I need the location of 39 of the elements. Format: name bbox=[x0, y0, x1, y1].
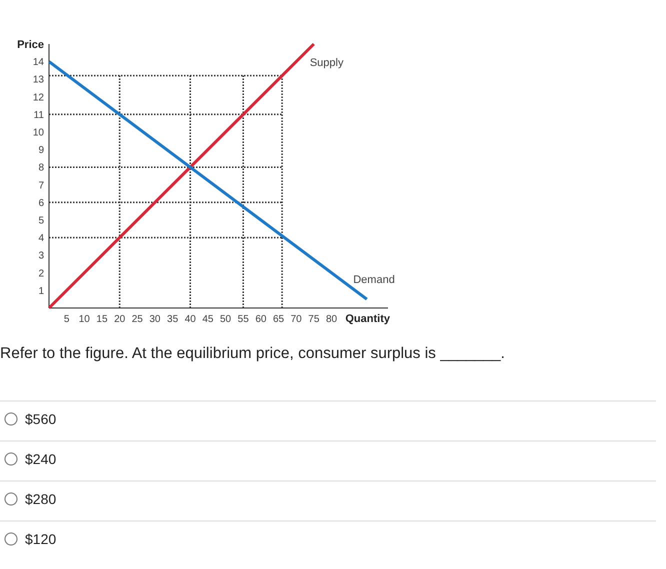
y-tick-label: 12 bbox=[32, 92, 44, 104]
x-tick-label: 80 bbox=[326, 314, 338, 325]
x-tick-label: 65 bbox=[272, 314, 285, 325]
x-tick-label: 55 bbox=[238, 314, 250, 325]
y-tick-label: 2 bbox=[38, 268, 44, 280]
x-tick-label: 35 bbox=[167, 314, 179, 325]
x-tick-label: 25 bbox=[132, 314, 144, 325]
series-label: Demand bbox=[353, 274, 395, 286]
x-tick-label: 60 bbox=[255, 314, 267, 325]
x-tick-label: 15 bbox=[96, 314, 108, 325]
x-tick-label: 70 bbox=[290, 314, 302, 325]
x-tick-label: 10 bbox=[78, 314, 90, 325]
y-tick-label: 4 bbox=[38, 233, 44, 244]
y-axis-title: Price bbox=[17, 39, 44, 51]
x-tick-label: 75 bbox=[308, 314, 320, 325]
y-tick-label: 14 bbox=[32, 57, 44, 68]
y-tick-label: 5 bbox=[38, 216, 44, 226]
x-tick-label: 40 bbox=[184, 314, 196, 325]
y-tick-label: 3 bbox=[38, 250, 44, 262]
y-tick-label: 6 bbox=[38, 198, 44, 209]
y-tick-label: 13 bbox=[32, 74, 44, 86]
text: $240 bbox=[25, 450, 56, 467]
x-tick-label: 30 bbox=[149, 314, 161, 325]
y-tick-label: 9 bbox=[38, 145, 44, 156]
x-axis-title: Quantity bbox=[345, 313, 391, 325]
x-tick-label: 45 bbox=[202, 314, 214, 325]
y-tick-label: 11 bbox=[34, 110, 44, 121]
text: Refer to the figure. At the equilibrium price, consumer surplus is _______. bbox=[0, 345, 505, 362]
x-tick-label: 50 bbox=[220, 314, 232, 325]
x-tick-label: 20 bbox=[114, 314, 126, 325]
y-tick-label: 8 bbox=[38, 162, 44, 174]
y-tick-label: 10 bbox=[32, 128, 44, 138]
text: $120 bbox=[25, 530, 56, 547]
y-tick-label: 7 bbox=[38, 180, 44, 192]
y-tick-label: 1 bbox=[38, 286, 44, 297]
x-tick-label: 5 bbox=[64, 314, 70, 325]
series-label: Supply bbox=[310, 57, 344, 69]
text: $560 bbox=[25, 410, 56, 427]
text: $280 bbox=[25, 490, 56, 507]
